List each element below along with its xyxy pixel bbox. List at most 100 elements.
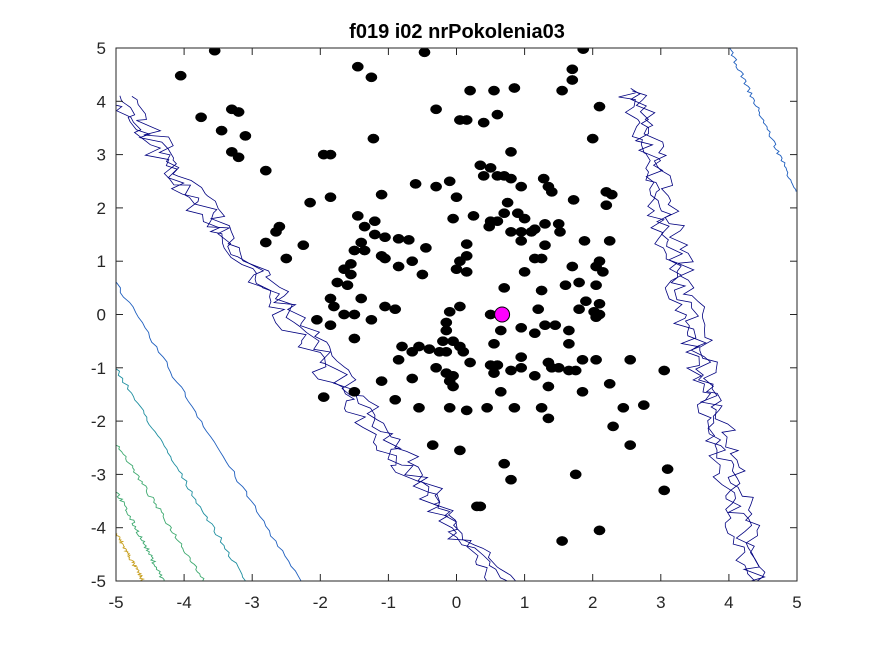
scatter-point	[617, 402, 630, 413]
scatter-point	[324, 192, 337, 203]
scatter-point	[535, 402, 548, 413]
scatter-point	[603, 236, 616, 246]
scatter-point	[488, 338, 500, 349]
scatter-point	[215, 125, 228, 136]
scatter-point	[311, 314, 323, 325]
scatter-point	[545, 187, 558, 197]
scatter-point	[454, 445, 466, 456]
scatter-point	[324, 149, 337, 160]
scatter-point	[460, 115, 473, 125]
scatter-point	[477, 117, 490, 128]
x-tick-label: 3	[656, 593, 665, 612]
scatter-point	[358, 221, 371, 232]
scatter-point	[430, 104, 442, 115]
scatter-point	[580, 296, 592, 307]
scatter-point	[443, 402, 456, 413]
scatter-point	[578, 236, 591, 246]
scatter-point	[348, 386, 361, 397]
scatter-point	[406, 346, 419, 357]
scatter-point	[573, 277, 585, 288]
scatter-point	[195, 112, 207, 123]
scatter-point	[528, 370, 541, 381]
scatter-point	[539, 219, 551, 229]
scatter-point	[494, 325, 507, 336]
x-tick-label: 1	[520, 593, 529, 612]
scatter-point	[508, 83, 521, 93]
scatter-point	[549, 320, 562, 331]
scatter-point	[537, 173, 550, 184]
x-tick-label: 4	[724, 593, 733, 612]
scatter-point	[460, 267, 473, 277]
y-tick-label: 5	[97, 39, 106, 58]
x-tick-label: -4	[177, 593, 192, 612]
scatter-point	[317, 392, 330, 402]
scatter-point	[324, 320, 337, 331]
scatter-point	[423, 344, 436, 354]
scatter-point	[525, 227, 538, 237]
contour-line	[116, 444, 205, 581]
scatter-point	[586, 133, 599, 144]
x-tick-label: 2	[588, 593, 597, 612]
scatter-point	[392, 261, 405, 272]
scatter-point	[355, 293, 368, 304]
y-tick-label: 3	[97, 146, 106, 165]
scatter-point	[379, 253, 391, 264]
scatter-point	[491, 109, 504, 120]
x-tick-label: 0	[452, 593, 461, 612]
scatter-point	[443, 306, 456, 317]
scatter-point	[304, 197, 316, 208]
scatter-point	[345, 269, 357, 280]
contour-line	[116, 282, 302, 581]
scatter-point	[460, 239, 473, 249]
scatter-point	[508, 402, 521, 413]
scatter-point	[515, 322, 528, 333]
y-tick-label: -4	[91, 519, 106, 538]
scatter-point	[535, 285, 548, 296]
contour-right-band	[632, 90, 766, 581]
scatter-point	[658, 485, 671, 496]
scatter-point	[328, 301, 340, 312]
x-tick-label: -1	[381, 593, 396, 612]
scatter-point	[532, 304, 545, 315]
scatter-point	[239, 131, 252, 141]
scatter-point	[566, 261, 579, 272]
scatter-point	[491, 216, 504, 227]
scatter-point	[559, 280, 572, 291]
scatter-point	[576, 386, 589, 397]
scatter-point	[375, 376, 388, 386]
scatter-point	[368, 229, 381, 240]
scatter-point	[518, 267, 531, 277]
scatter-point	[577, 48, 590, 54]
scatter-point	[426, 440, 439, 450]
contour-line	[729, 48, 797, 192]
scatter-point	[440, 346, 453, 357]
scatter-point	[474, 160, 487, 171]
scatter-point	[605, 189, 618, 200]
scatter-point	[443, 176, 456, 187]
scatter-point	[552, 219, 565, 229]
x-tick-label: 5	[792, 593, 801, 612]
scatter-point	[505, 365, 517, 376]
scatter-point	[351, 211, 364, 221]
scatter-point	[567, 195, 580, 205]
scatter-point	[554, 227, 566, 237]
scatter-point	[563, 338, 575, 349]
scatter-point	[367, 133, 380, 144]
scatter-point	[505, 227, 517, 237]
scatter-point	[389, 394, 402, 405]
scatter-point	[658, 365, 671, 376]
contour-left-band	[131, 96, 517, 581]
scatter-point	[348, 245, 361, 256]
scatter-point	[542, 413, 555, 424]
scatter-point	[348, 309, 361, 320]
scatter-point	[498, 283, 511, 293]
scatter-point	[515, 362, 528, 373]
scatter-point	[392, 354, 405, 365]
scatter-point	[416, 269, 429, 280]
marker-layer	[174, 48, 674, 546]
scatter-point	[498, 458, 511, 469]
scatter-point	[392, 233, 405, 244]
scatter-point	[464, 357, 476, 368]
scatter-point	[515, 236, 528, 246]
contour-layer	[116, 48, 797, 581]
